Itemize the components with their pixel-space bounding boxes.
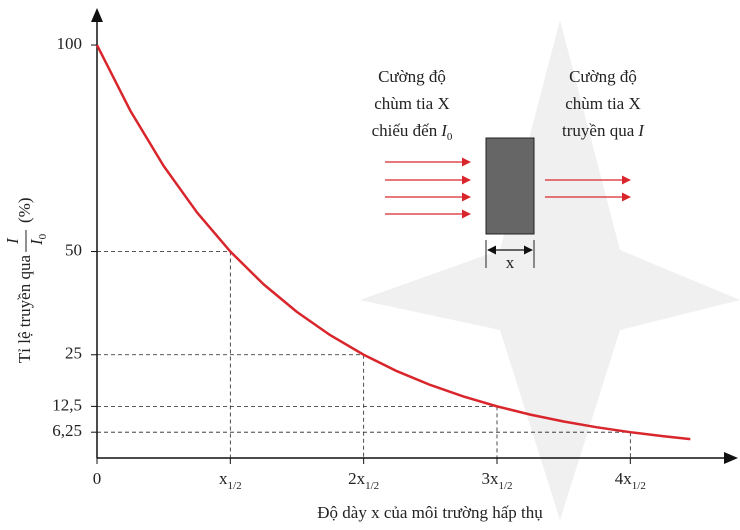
chart: 100502512,56,250x1/22x1/23x1/24x1/2 Độ d… xyxy=(0,0,740,530)
incident-line: Cường độ xyxy=(378,67,446,86)
x-axis-arrow xyxy=(724,452,738,464)
x-tick-label: 3x1/2 xyxy=(481,469,512,492)
block-label: x xyxy=(506,253,515,272)
transmitted-line: Cường độ xyxy=(569,67,637,86)
x-axis-label: Độ dày x của môi trường hấp thụ xyxy=(317,503,543,522)
incident-text: chiếu đến xyxy=(372,121,438,140)
x-tick-main: 2x xyxy=(348,469,366,488)
x-tick-main: 3x xyxy=(481,469,499,488)
y-tick-label: 12,5 xyxy=(52,395,82,414)
y-axis-arrow xyxy=(91,8,103,22)
x-tick-label: x1/2 xyxy=(219,469,242,492)
incident-sub: 0 xyxy=(447,131,453,143)
x-tick-label: 2x1/2 xyxy=(348,469,379,492)
transmitted-symbol: I xyxy=(637,121,645,140)
y-tick-label: 6,25 xyxy=(52,421,82,440)
y-axis-label: Tỉ lệ truyền qua I I0 (%) xyxy=(3,198,49,364)
incident-line: chùm tia X xyxy=(374,94,450,113)
transmitted-line: chùm tia X xyxy=(565,94,641,113)
y-label-unit: (%) xyxy=(15,198,34,223)
x-tick-main: 4x xyxy=(615,469,633,488)
transmitted-text: truyền qua xyxy=(562,121,635,140)
x-tick-label: 4x1/2 xyxy=(615,469,646,492)
y-label-text: Tỉ lệ truyền qua xyxy=(15,255,34,364)
y-tick-label: 25 xyxy=(65,344,82,363)
absorber-block xyxy=(486,138,534,234)
x-tick-label: 0 xyxy=(93,469,102,488)
x-tick-sub: 1/2 xyxy=(228,480,242,492)
x-tick-sub: 1/2 xyxy=(498,480,512,492)
y-tick-label: 100 xyxy=(57,34,83,53)
y-label-denominator: I0 xyxy=(27,233,49,246)
x-tick-sub: 1/2 xyxy=(632,480,646,492)
y-label-numerator: I xyxy=(3,237,22,245)
x-tick-sub: 1/2 xyxy=(365,480,379,492)
y-tick-label: 50 xyxy=(65,240,82,259)
denominator-sub: 0 xyxy=(37,233,49,239)
